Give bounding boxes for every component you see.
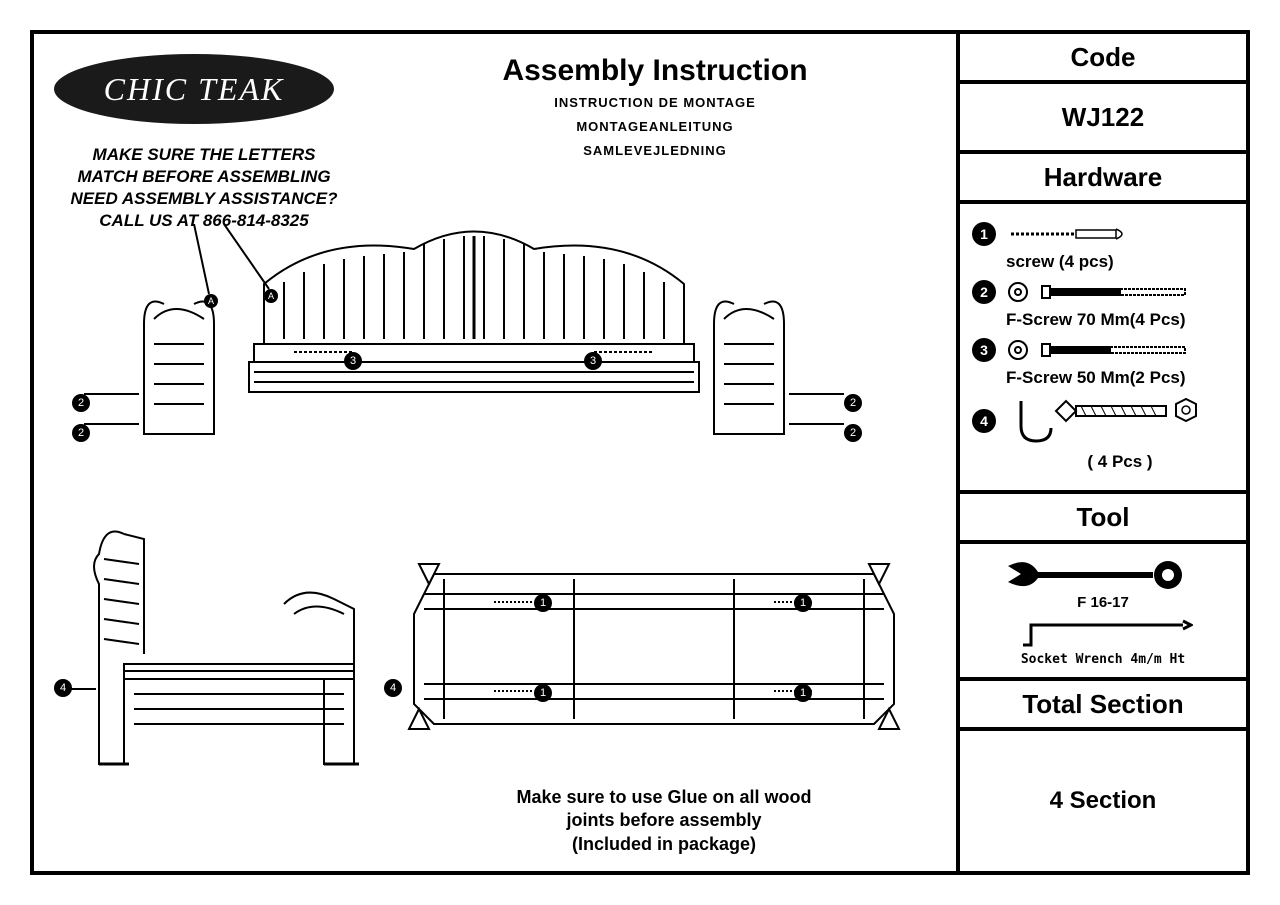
washer-icon — [1006, 338, 1030, 362]
callout-4: 4 — [384, 679, 402, 697]
callout-4: 4 — [54, 679, 72, 697]
hardware-item-3: 3 F-Screw 50 Mm(2 Pcs) — [972, 338, 1234, 388]
hardware-item-1: 1 screw (4 pcs) — [972, 222, 1234, 272]
bench-top-diagram — [394, 534, 914, 734]
callout-1: 1 — [534, 684, 552, 702]
note-line-3: (Included in package) — [454, 833, 874, 856]
warn-line-2: MATCH BEFORE ASSEMBLING — [54, 166, 354, 188]
bench-exploded-diagram — [54, 224, 914, 484]
main-panel: CHIC TEAK Assembly Instruction INSTRUCTI… — [34, 34, 956, 871]
code-value: WJ122 — [960, 84, 1246, 154]
wrench-icon — [1003, 554, 1203, 594]
warning-block: MAKE SURE THE LETTERS MATCH BEFORE ASSEM… — [54, 144, 354, 232]
screw-icon — [1006, 225, 1136, 243]
callout-1: 1 — [534, 594, 552, 612]
hw-label-1: screw (4 pcs) — [1006, 252, 1234, 272]
tool-list: F 16-17 Socket Wrench 4m/m Ht — [960, 544, 1246, 681]
hw-label-4: ( 4 Pcs ) — [1006, 452, 1234, 472]
brand-logo: CHIC TEAK — [54, 54, 334, 124]
warn-line-1: MAKE SURE THE LETTERS — [54, 144, 354, 166]
callout-2: 2 — [72, 424, 90, 442]
title: Assembly Instruction — [374, 54, 936, 88]
subtitle-fr: INSTRUCTION DE MONTAGE — [374, 94, 936, 112]
note-line-2: joints before assembly — [454, 809, 874, 832]
hw-badge-1: 1 — [972, 222, 996, 246]
callout-2: 2 — [72, 394, 90, 412]
warn-line-3: NEED ASSEMBLY ASSISTANCE? — [54, 188, 354, 210]
glue-note: Make sure to use Glue on all wood joints… — [454, 786, 874, 856]
callout-3: 3 — [344, 352, 362, 370]
hardware-header: Hardware — [960, 154, 1246, 204]
callout-3: 3 — [584, 352, 602, 370]
note-line-1: Make sure to use Glue on all wood — [454, 786, 874, 809]
callout-letter-a: A — [204, 294, 218, 308]
total-section-value: 4 Section — [960, 731, 1246, 871]
callout-1: 1 — [794, 684, 812, 702]
wrench-label: F 16-17 — [1077, 594, 1129, 611]
hardware-item-2: 2 F-Screw 70 Mm(4 Pcs) — [972, 280, 1234, 330]
bolt-icon — [1040, 341, 1190, 359]
bolt-icon — [1040, 283, 1190, 301]
hw-badge-3: 3 — [972, 338, 996, 362]
hardware-list: 1 screw (4 pcs) 2 — [960, 204, 1246, 494]
subtitle-de: MONTAGEANLEITUNG — [374, 118, 936, 136]
socket-label: Socket Wrench 4m/m Ht — [1021, 652, 1185, 667]
title-block: Assembly Instruction INSTRUCTION DE MONT… — [374, 54, 936, 161]
code-header: Code — [960, 34, 1246, 84]
sidebar: Code WJ122 Hardware 1 screw (4 pcs) 2 — [956, 34, 1246, 871]
bench-side-diagram — [54, 514, 374, 774]
washer-icon — [1006, 280, 1030, 304]
hook-bolt-icon — [1006, 396, 1206, 446]
callout-2: 2 — [844, 424, 862, 442]
callout-letter-a: A — [264, 289, 278, 303]
hardware-item-4: 4 ( 4 Pcs ) — [972, 396, 1234, 472]
tool-header: Tool — [960, 494, 1246, 544]
hw-label-2: F-Screw 70 Mm(4 Pcs) — [1006, 310, 1234, 330]
total-section-header: Total Section — [960, 681, 1246, 731]
callout-1: 1 — [794, 594, 812, 612]
callout-2: 2 — [844, 394, 862, 412]
instruction-sheet: CHIC TEAK Assembly Instruction INSTRUCTI… — [30, 30, 1250, 875]
allen-key-icon — [1013, 617, 1193, 652]
hw-badge-2: 2 — [972, 280, 996, 304]
subtitle-da: SAMLEVEJLEDNING — [374, 142, 936, 160]
diagram-area: A A 2 2 2 2 3 3 — [54, 234, 936, 771]
hw-badge-4: 4 — [972, 409, 996, 433]
brand-text: CHIC TEAK — [104, 71, 285, 108]
hw-label-3: F-Screw 50 Mm(2 Pcs) — [1006, 368, 1234, 388]
